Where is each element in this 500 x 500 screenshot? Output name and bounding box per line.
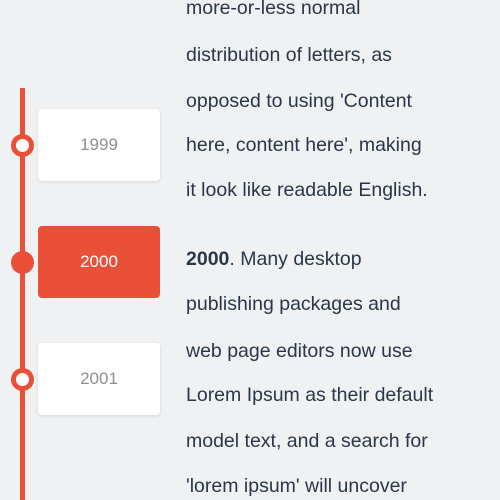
text-line: here, content here', making	[186, 134, 422, 156]
text-line: more-or-less normal	[186, 0, 361, 19]
text-line: model text, and a search for	[186, 430, 428, 452]
text-line: it look like readable English.	[186, 179, 428, 201]
timeline-marker-2000	[11, 251, 34, 274]
text-line: publishing packages and	[186, 293, 401, 315]
entry-text: . Many desktop	[229, 248, 362, 270]
year-button-2001[interactable]: 2001	[38, 343, 160, 415]
entry-year: 2000	[186, 248, 230, 270]
text-line: distribution of letters, as	[186, 44, 392, 66]
text-line: Lorem Ipsum as their default	[186, 384, 434, 406]
year-button-2000[interactable]: 2000	[38, 226, 160, 298]
text-line: opposed to using 'Content	[186, 90, 412, 112]
timeline-line	[20, 88, 25, 500]
text-line: web page editors now use	[186, 340, 413, 362]
year-button-1999[interactable]: 1999	[38, 109, 160, 181]
timeline-marker-1999	[11, 134, 34, 157]
timeline-marker-2001	[11, 368, 34, 391]
entry-heading-line: 2000. Many desktop	[186, 247, 362, 271]
text-line: 'lorem ipsum' will uncover	[186, 475, 407, 497]
